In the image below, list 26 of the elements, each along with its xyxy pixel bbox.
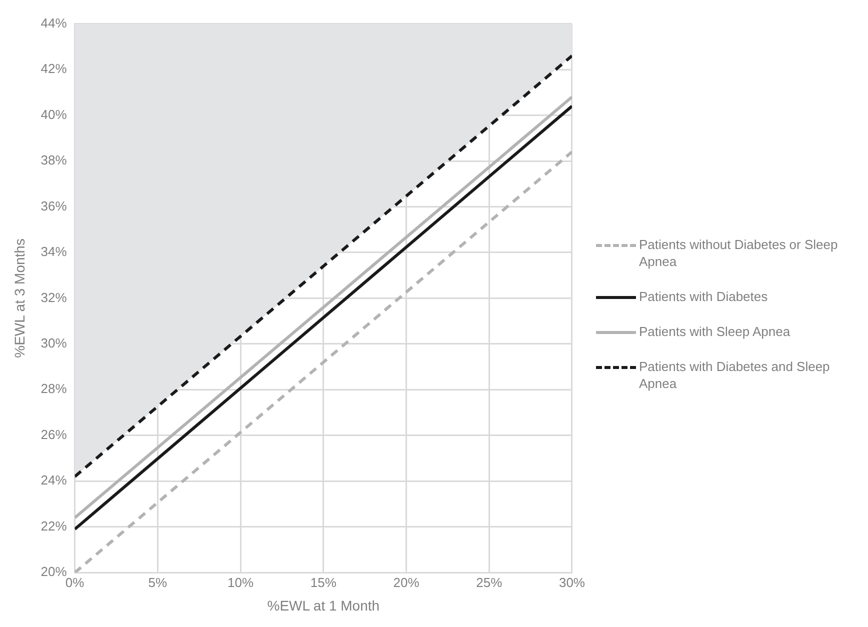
y-tick-label: 30% [40, 336, 68, 351]
y-tick-label: 40% [40, 106, 68, 122]
legend-label: Patients with Diabetes [639, 288, 768, 304]
y-axis-title: %EWL at 3 Months [11, 238, 28, 358]
x-tick-label: 10% [228, 574, 254, 590]
y-tick-label: 22% [40, 518, 68, 534]
y-tick-label: 36% [40, 198, 68, 214]
x-tick-label: 0% [65, 574, 85, 590]
x-tick-label: 25% [476, 574, 503, 590]
y-tick-label: 24% [40, 472, 68, 488]
x-tick-label: 30% [558, 574, 586, 590]
legend-label: Patients without Diabetes or Sleep Apnea [639, 236, 839, 270]
x-tick-label: 15% [310, 574, 337, 590]
legend-label: Patients with Sleep Apnea [639, 322, 790, 340]
legend-label: Patients with Diabetes and Sleep Apnea [639, 358, 831, 392]
x-tick-label: 20% [393, 574, 420, 590]
y-tick-label: 38% [40, 152, 68, 168]
x-tick-label: 5% [148, 574, 168, 590]
y-tick-label: 42% [40, 61, 68, 76]
y-tick-label: 20% [40, 564, 68, 580]
x-axis-title: %EWL at 1 Month [267, 597, 380, 614]
y-tick-label: 44% [40, 15, 68, 30]
y-tick-label: 32% [40, 290, 68, 305]
y-tick-label: 26% [40, 426, 68, 442]
y-tick-label: 28% [40, 381, 68, 396]
y-tick-label: 34% [40, 244, 68, 260]
